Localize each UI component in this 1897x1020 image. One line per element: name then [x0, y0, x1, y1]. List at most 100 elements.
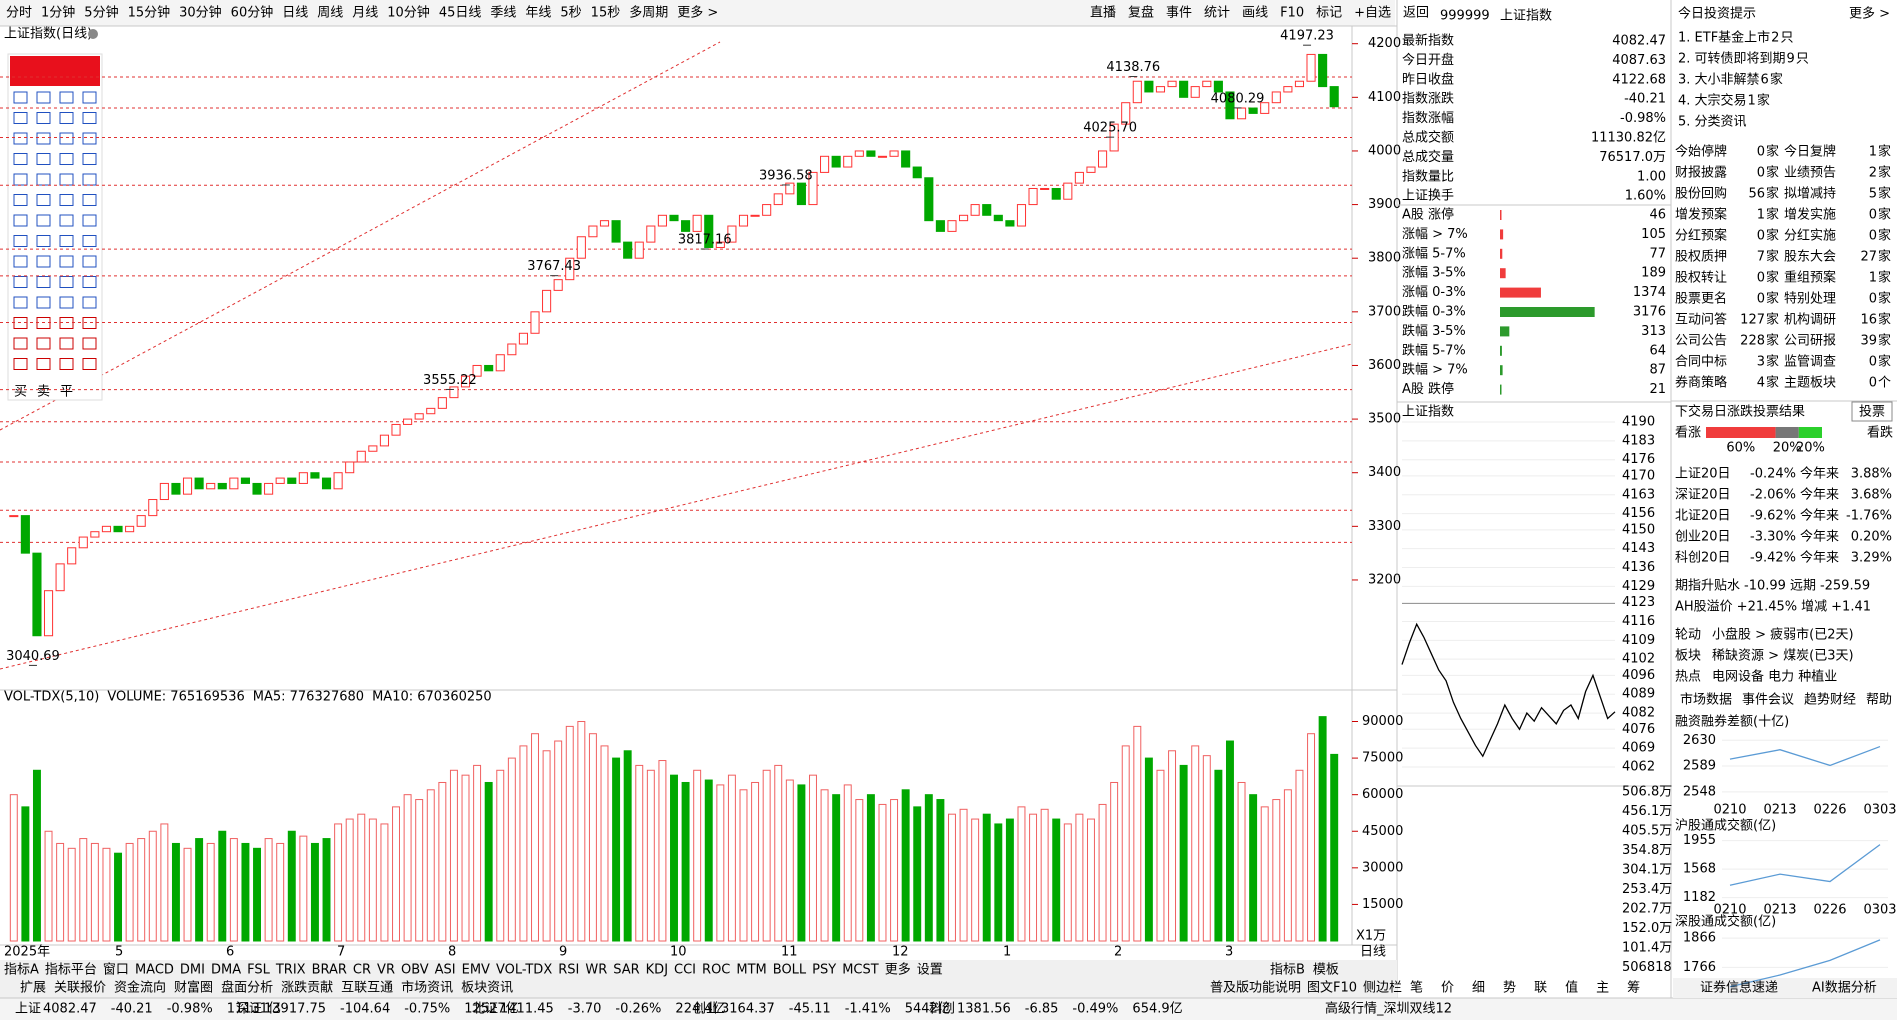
extra-tab[interactable]: 侧边栏	[1363, 981, 1402, 996]
indicator-tab[interactable]: BRAR	[312, 963, 347, 978]
tool-button[interactable]: 事件	[1166, 6, 1192, 21]
intraday-tab[interactable]: 笔	[1410, 980, 1423, 996]
period-tab[interactable]: 季线	[490, 6, 516, 21]
extra-tab[interactable]: 板块资讯	[461, 981, 513, 996]
intraday-tab[interactable]: 主	[1596, 981, 1609, 996]
vote-share	[1706, 427, 1776, 438]
tool-button[interactable]: 返回	[1403, 6, 1429, 21]
candle	[472, 364, 482, 377]
indicator-tab[interactable]: 指标平台	[45, 963, 97, 978]
indicator-tab[interactable]: VR	[377, 963, 395, 978]
period-tab[interactable]: 更多 >	[677, 5, 718, 21]
indicator-tab[interactable]: ROC	[702, 963, 730, 978]
indicator-tab[interactable]: EMV	[462, 963, 490, 978]
tool-button[interactable]: F10	[1280, 6, 1304, 21]
period-tab[interactable]: 15分钟	[128, 5, 171, 21]
tool-button[interactable]: +自选	[1354, 6, 1391, 21]
indicator-tab[interactable]: DMA	[211, 963, 241, 978]
extra-tab[interactable]: 关联报价	[54, 981, 106, 996]
tool-button[interactable]: 画线	[1242, 6, 1268, 21]
tips-more[interactable]: 更多 >	[1849, 6, 1890, 22]
indicator-tab[interactable]: BOLL	[773, 963, 807, 978]
period-tab[interactable]: 30分钟	[179, 5, 222, 21]
indicator-tab[interactable]: 窗口	[103, 962, 129, 978]
mini-line	[1729, 939, 1881, 988]
market-tab[interactable]: 事件会议	[1742, 693, 1794, 708]
extra-tab[interactable]: 市场资讯	[401, 980, 453, 996]
indicator-tab[interactable]: SAR	[613, 963, 639, 978]
indicator-tab[interactable]: CR	[353, 963, 371, 978]
indicator-tab[interactable]: MACD	[135, 963, 174, 978]
indicator-tab[interactable]: KDJ	[646, 963, 668, 978]
intraday-tab[interactable]: 筹	[1627, 980, 1640, 996]
indicator-tab[interactable]: RSI	[558, 963, 579, 978]
extra-tab[interactable]: 扩展	[20, 981, 46, 996]
volume-bar	[438, 781, 447, 942]
period-tab[interactable]: 10分钟	[387, 5, 430, 21]
indicator-tab[interactable]: ASI	[435, 963, 456, 978]
breadth-count: 1374	[1633, 285, 1666, 300]
period-tab[interactable]: 分时	[6, 6, 32, 21]
period-tab[interactable]: 60分钟	[231, 5, 274, 21]
extra-tab[interactable]: 互联互通	[341, 981, 393, 996]
vote-button[interactable]	[1851, 401, 1893, 422]
period-tab[interactable]: 5秒	[560, 6, 581, 21]
indicator-tab[interactable]: PSY	[812, 963, 836, 978]
tool-button[interactable]: 标记	[1316, 6, 1342, 21]
market-tab[interactable]: 市场数据	[1680, 692, 1732, 708]
tool-button[interactable]: 统计	[1204, 6, 1230, 21]
indicator-tab[interactable]: MTM	[736, 963, 766, 978]
footer-link[interactable]: AI数据分析	[1812, 981, 1877, 996]
tool-button[interactable]: 直播	[1090, 6, 1116, 21]
indicator-tab[interactable]: OBV	[401, 963, 429, 978]
indicator-tab[interactable]: WR	[585, 963, 607, 978]
period-tab[interactable]: 15秒	[591, 6, 621, 21]
period-tab[interactable]: 1分钟	[41, 5, 75, 21]
period-tab[interactable]: 日线	[282, 6, 308, 21]
volume-bar	[1260, 806, 1269, 942]
period-tab[interactable]: 周线	[317, 6, 343, 21]
indicator-tab[interactable]: 指标A	[4, 963, 39, 978]
candle	[565, 257, 575, 281]
extra-tab[interactable]: 资金流向	[114, 980, 166, 996]
indicator-tab[interactable]: CCI	[674, 963, 696, 978]
extra-tab[interactable]: 涨跌贡献	[281, 980, 333, 996]
indicator-tab[interactable]: FSL	[247, 963, 271, 978]
breadth-label: 涨幅 0-3%	[1402, 285, 1466, 300]
period-tab[interactable]: 月线	[352, 6, 378, 21]
tool-icon	[36, 358, 51, 370]
candle	[206, 482, 216, 490]
market-tab[interactable]: 趋势财经	[1804, 692, 1856, 708]
candle	[507, 343, 517, 356]
indicator-tab[interactable]: DMI	[180, 963, 205, 978]
period-tab[interactable]: 年线	[525, 6, 551, 21]
indicator-tab[interactable]: 指标B	[1270, 963, 1305, 978]
period-tab[interactable]: 5分钟	[84, 5, 118, 21]
tool-button[interactable]: 复盘	[1128, 5, 1154, 21]
intraday-tab[interactable]: 细	[1472, 981, 1485, 996]
intraday-tab[interactable]: 联	[1534, 981, 1547, 996]
indicator-tab[interactable]: VOL-TDX	[496, 963, 552, 978]
intraday-tab[interactable]: 势	[1503, 980, 1516, 996]
perf-20d: -2.06%	[1750, 488, 1796, 503]
candle	[935, 220, 945, 232]
extra-tab[interactable]: 图文F10	[1307, 981, 1357, 996]
intraday-tab[interactable]: 价	[1441, 981, 1454, 996]
candle	[20, 515, 30, 554]
extra-tab[interactable]: 财富圈	[174, 980, 213, 996]
indicator-tab[interactable]: 设置	[917, 963, 943, 978]
period-tab[interactable]: 45日线	[439, 6, 482, 21]
period-tab[interactable]: 多周期	[629, 5, 668, 21]
extra-tab[interactable]: 普及版功能说明	[1210, 981, 1301, 996]
indicator-tab[interactable]: 模板	[1313, 963, 1339, 978]
intraday-tab[interactable]: 值	[1565, 980, 1578, 996]
footer-link[interactable]: 证券信息速递	[1700, 980, 1778, 996]
indicator-tab[interactable]: 更多	[885, 962, 911, 978]
volume-bar	[1017, 806, 1026, 942]
extra-tab[interactable]: 盘面分析	[221, 980, 273, 996]
indicator-tab[interactable]: TRIX	[275, 963, 306, 978]
intraday-tick-label: 4116	[1622, 614, 1655, 629]
market-tab[interactable]: 帮助	[1866, 693, 1892, 708]
tool-icon	[59, 194, 74, 206]
indicator-tab[interactable]: MCST	[842, 963, 879, 978]
